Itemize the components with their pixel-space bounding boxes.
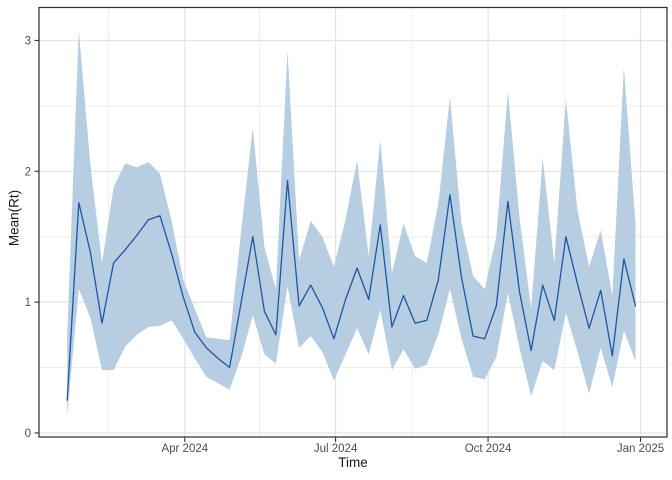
y-tick-label: 0 [25, 428, 31, 440]
x-tick-label: Jul 2024 [314, 443, 358, 455]
x-tick-label: Jan 2025 [617, 443, 664, 455]
ci-ribbon [67, 30, 636, 416]
y-tick-label: 1 [25, 297, 31, 309]
x-axis-title: Time [338, 455, 368, 470]
panel-border [38, 6, 668, 438]
x-tick-label: Apr 2024 [161, 443, 208, 455]
y-axis-title: Mean(Rt) [6, 189, 22, 247]
x-tick-label: Oct 2024 [465, 443, 512, 455]
y-tick-label: 2 [25, 166, 31, 178]
mean-line [66, 179, 637, 401]
y-tick-label: 3 [25, 35, 31, 47]
